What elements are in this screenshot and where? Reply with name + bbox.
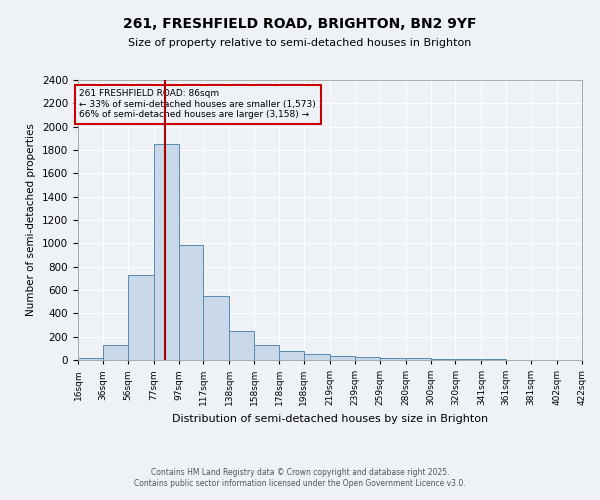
X-axis label: Distribution of semi-detached houses by size in Brighton: Distribution of semi-detached houses by … (172, 414, 488, 424)
Bar (128, 276, 154, 360)
Bar (431, 359, 455, 360)
Text: 261 FRESHFIELD ROAD: 86sqm
← 33% of semi-detached houses are smaller (1,573)
66%: 261 FRESHFIELD ROAD: 86sqm ← 33% of semi… (79, 90, 316, 119)
Bar (254, 345, 279, 360)
Text: Size of property relative to semi-detached houses in Brighton: Size of property relative to semi-detach… (128, 38, 472, 48)
Bar (78, 358, 103, 360)
Y-axis label: Number of semi-detached properties: Number of semi-detached properties (26, 124, 37, 316)
Bar (355, 357, 380, 360)
Bar (279, 351, 304, 360)
Bar (229, 331, 254, 360)
Bar (179, 245, 203, 360)
Bar (103, 345, 128, 360)
Bar (203, 296, 229, 360)
Bar (330, 356, 355, 360)
Bar (380, 358, 406, 360)
Bar (154, 144, 179, 360)
Bar (406, 358, 431, 360)
Text: Contains HM Land Registry data © Crown copyright and database right 2025.
Contai: Contains HM Land Registry data © Crown c… (134, 468, 466, 487)
Bar (304, 354, 330, 360)
Text: 261, FRESHFIELD ROAD, BRIGHTON, BN2 9YF: 261, FRESHFIELD ROAD, BRIGHTON, BN2 9YF (123, 18, 477, 32)
